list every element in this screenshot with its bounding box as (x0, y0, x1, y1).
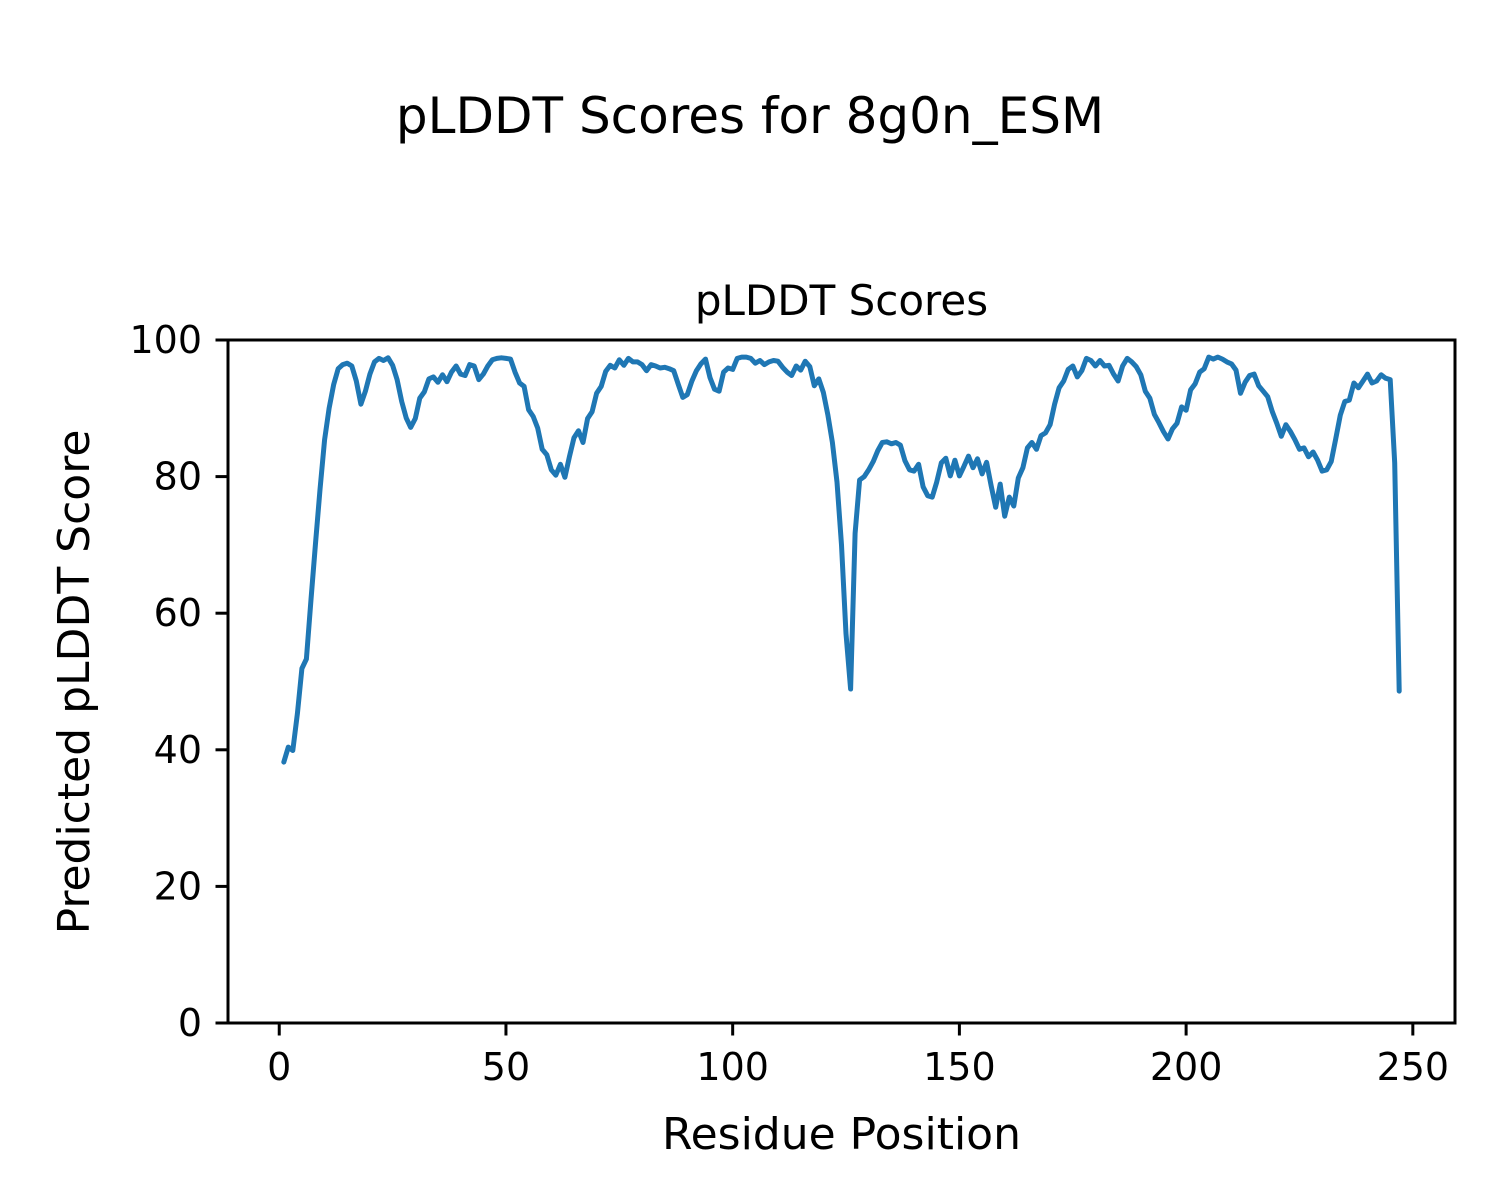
x-axis-label: Residue Position (661, 1109, 1021, 1160)
plot-border (226, 338, 1457, 1025)
y-tick-label: 60 (154, 591, 202, 635)
y-tick-label: 40 (154, 728, 202, 772)
x-tick-label: 0 (267, 1045, 291, 1089)
axes-title: pLDDT Scores (694, 276, 989, 325)
y-axis-label: Predicted pLDDT Score (49, 429, 100, 935)
y-tick-label: 20 (154, 864, 202, 908)
figure-suptitle: pLDDT Scores for 8g0n_ESM (395, 87, 1105, 145)
x-tick-label: 200 (1150, 1045, 1223, 1089)
plddt-score-line (281, 354, 1402, 765)
y-tick-label: 80 (154, 455, 202, 499)
x-tick-label: 100 (696, 1045, 769, 1089)
x-tick-label: 150 (923, 1045, 996, 1089)
x-tick-label: 250 (1377, 1045, 1450, 1089)
x-tick-label: 50 (482, 1045, 530, 1089)
y-tick-label: 0 (178, 1001, 202, 1045)
y-tick-label: 100 (129, 318, 202, 362)
